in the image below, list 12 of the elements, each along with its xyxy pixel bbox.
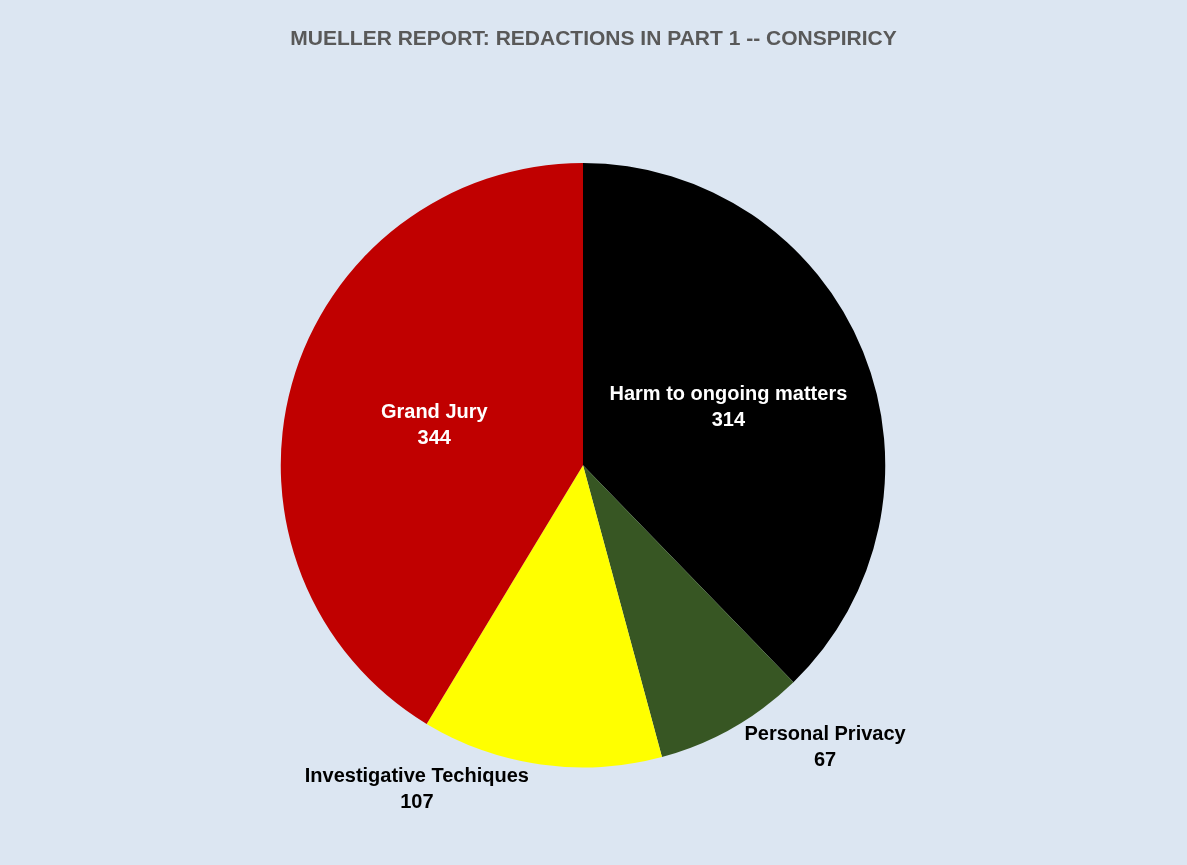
slice-label: Harm to ongoing matters [609, 382, 848, 405]
pie-slice [426, 465, 662, 768]
pie-slice [583, 163, 885, 683]
slice-label: Personal Privacy [744, 722, 907, 745]
pie-slice [280, 163, 583, 724]
slice-label: Investigative Techiques [304, 764, 529, 787]
chart-title: MUELLER REPORT: REDACTIONS IN PART 1 -- CONSPIRICY [290, 25, 897, 49]
data-label: 314 [711, 408, 746, 431]
slice-label: Grand Jury [380, 399, 489, 422]
data-label: 107 [400, 790, 434, 813]
data-label: 67 [813, 748, 837, 771]
data-label: 344 [417, 425, 452, 448]
